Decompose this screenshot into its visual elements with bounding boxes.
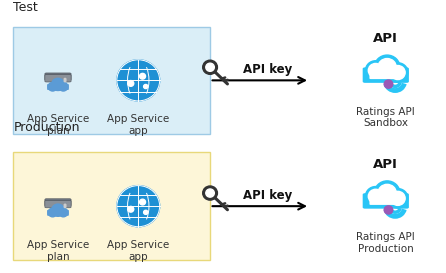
Text: API key: API key [243, 63, 292, 76]
Text: App Service
app: App Service app [107, 240, 169, 262]
Ellipse shape [391, 66, 405, 79]
Ellipse shape [140, 73, 145, 79]
Text: API key: API key [243, 189, 292, 202]
Ellipse shape [48, 82, 57, 91]
Text: API: API [373, 158, 398, 171]
Ellipse shape [388, 189, 408, 208]
Text: API: API [373, 32, 398, 45]
Ellipse shape [202, 186, 218, 200]
Ellipse shape [128, 81, 134, 86]
Ellipse shape [52, 78, 64, 91]
Ellipse shape [52, 204, 64, 216]
FancyBboxPatch shape [13, 152, 210, 260]
FancyBboxPatch shape [369, 67, 402, 79]
Ellipse shape [117, 186, 160, 227]
FancyBboxPatch shape [45, 199, 71, 206]
FancyBboxPatch shape [45, 73, 71, 80]
Ellipse shape [144, 210, 148, 214]
FancyBboxPatch shape [45, 75, 71, 82]
Ellipse shape [140, 199, 145, 205]
Ellipse shape [365, 186, 386, 206]
Ellipse shape [378, 58, 396, 76]
FancyBboxPatch shape [45, 200, 71, 208]
Ellipse shape [206, 63, 215, 71]
Ellipse shape [365, 61, 386, 80]
Ellipse shape [384, 206, 393, 214]
FancyBboxPatch shape [363, 193, 409, 209]
Ellipse shape [202, 60, 218, 74]
FancyBboxPatch shape [47, 210, 69, 216]
Ellipse shape [206, 189, 215, 197]
Ellipse shape [374, 181, 400, 206]
FancyBboxPatch shape [13, 27, 210, 134]
Text: Production: Production [13, 121, 80, 134]
FancyBboxPatch shape [369, 192, 402, 205]
Text: Test: Test [13, 1, 38, 14]
Ellipse shape [384, 80, 393, 88]
Ellipse shape [128, 206, 134, 212]
FancyBboxPatch shape [363, 67, 409, 83]
Ellipse shape [117, 60, 160, 101]
Ellipse shape [64, 204, 66, 206]
Ellipse shape [64, 80, 66, 82]
Ellipse shape [64, 206, 66, 207]
Ellipse shape [374, 55, 400, 80]
Text: App Service
plan: App Service plan [27, 240, 89, 262]
Text: App Service
app: App Service app [107, 114, 169, 136]
Ellipse shape [378, 184, 396, 202]
Ellipse shape [368, 63, 383, 78]
Ellipse shape [59, 82, 68, 91]
Ellipse shape [144, 84, 148, 88]
Text: Ratings API
Production: Ratings API Production [356, 232, 415, 254]
Ellipse shape [59, 208, 68, 217]
Ellipse shape [48, 208, 57, 217]
Ellipse shape [391, 191, 405, 205]
Ellipse shape [368, 189, 383, 203]
Ellipse shape [64, 78, 66, 80]
Ellipse shape [388, 63, 408, 82]
Text: Ratings API
Sandbox: Ratings API Sandbox [356, 106, 415, 128]
FancyBboxPatch shape [47, 84, 69, 90]
Text: App Service
plan: App Service plan [27, 114, 89, 136]
